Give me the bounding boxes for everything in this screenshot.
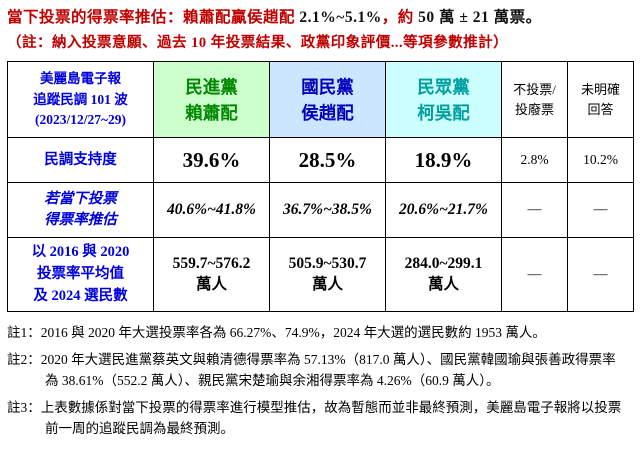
footnote-3: 註3：上表數據係對當下投票的得票率進行模型推估，故為暫態而並非最終預測，美麗島電… — [7, 400, 622, 437]
header-unclear-answer: 未明確 回答 — [567, 61, 634, 139]
cell-estimate-unclear: — — [567, 182, 634, 239]
header-no-vote: 不投票/ 投廢票 — [501, 61, 568, 139]
table-header-row: 美麗島電子報 追蹤民調 101 波 (2023/12/27~29) 民進黨 賴蕭… — [7, 61, 634, 139]
cell-voters-kmt: 505.9~530.7 萬人 — [269, 237, 386, 313]
title-text-mid: ，約 — [381, 9, 419, 26]
row-label-projected-voters: 以 2016 與 2020 投票率平均值 及 2024 選民數 — [7, 237, 154, 313]
row-projected-voters: 以 2016 與 2020 投票率平均值 及 2024 選民數 559.7~57… — [7, 237, 634, 313]
page-title: 當下投票的得票率推估：賴蕭配贏侯趙配 2.1%~5.1%，約 50 萬 ± 21… — [7, 7, 634, 29]
subtitle-note: （註：納入投票意願、過去 10 年投票結果、政黨印象評價...等項參數推計） — [7, 35, 509, 52]
cell-voters-unclear: — — [567, 237, 634, 313]
title-vote-count: 50 萬 ± 21 萬票。 — [418, 9, 542, 26]
cell-support-tpp: 18.9% — [385, 137, 502, 184]
title-text-lead: 當下投票的得票率推估：賴蕭配贏侯趙配 — [7, 9, 300, 26]
row-poll-support: 民調支持度 39.6% 28.5% 18.9% 2.8% 10.2% — [7, 137, 634, 184]
footnote-2: 註2：2020 年大選民進黨蔡英文與賴清德得票率為 57.13%（817.0 萬… — [7, 352, 616, 389]
row-vote-share-estimate: 若當下投票 得票率推估 40.6%~41.8% 36.7%~38.5% 20.6… — [7, 182, 634, 239]
cell-voters-no-vote: — — [501, 237, 568, 313]
cell-voters-dpp: 559.7~576.2 萬人 — [153, 237, 270, 313]
cell-voters-tpp: 284.0~299.1 萬人 — [385, 237, 502, 313]
party-header-dpp: 民進黨 賴蕭配 — [153, 61, 270, 139]
cell-estimate-no-vote: — — [501, 182, 568, 239]
cell-support-no-vote: 2.8% — [501, 137, 568, 184]
poll-report-page: 當下投票的得票率推估：賴蕭配贏侯趙配 2.1%~5.1%，約 50 萬 ± 21… — [7, 7, 634, 440]
party-header-tpp: 民眾黨 柯吳配 — [385, 61, 502, 139]
cell-estimate-dpp: 40.6%~41.8% — [153, 182, 270, 239]
row-label-vote-share-estimate: 若當下投票 得票率推估 — [7, 182, 154, 239]
party-header-kmt: 國民黨 侯趙配 — [269, 61, 386, 139]
cell-estimate-kmt: 36.7%~38.5% — [269, 182, 386, 239]
footnotes: 註1：2016 與 2020 年大選投票率各為 66.27%、74.9%，202… — [7, 323, 634, 440]
cell-support-unclear: 10.2% — [567, 137, 634, 184]
poll-source-header: 美麗島電子報 追蹤民調 101 波 (2023/12/27~29) — [7, 61, 154, 139]
cell-support-dpp: 39.6% — [153, 137, 270, 184]
poll-table: 美麗島電子報 追蹤民調 101 波 (2023/12/27~29) 民進黨 賴蕭… — [7, 61, 634, 313]
row-label-poll-support: 民調支持度 — [7, 137, 154, 184]
title-margin-range: 2.1%~5.1% — [299, 9, 382, 26]
footnote-1: 註1：2016 與 2020 年大選投票率各為 66.27%、74.9%，202… — [7, 325, 546, 341]
cell-support-kmt: 28.5% — [269, 137, 386, 184]
cell-estimate-tpp: 20.6%~21.7% — [385, 182, 502, 239]
